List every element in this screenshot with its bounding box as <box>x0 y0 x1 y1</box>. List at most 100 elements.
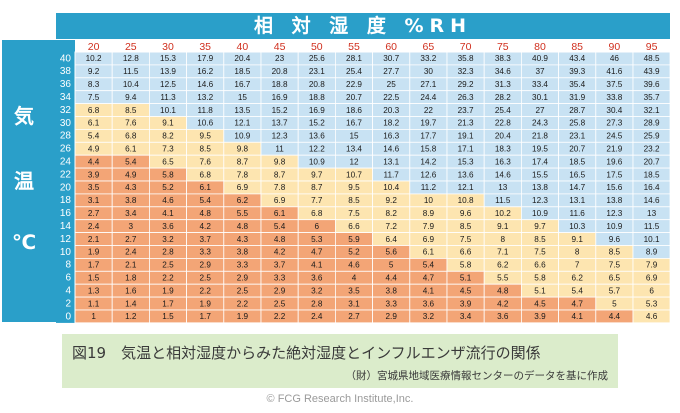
cell-value: 8.3 <box>88 80 100 89</box>
cell-value: 41.6 <box>606 67 622 76</box>
cell-value: 6.6 <box>348 222 360 231</box>
cell-value: 4.8 <box>497 286 509 295</box>
row-label: 6 <box>65 273 71 284</box>
cell-value: 5.7 <box>609 286 621 295</box>
cell-value: 37.5 <box>606 80 622 89</box>
cell-value: 4.7 <box>423 274 435 283</box>
cell-value: 9.4 <box>125 93 137 102</box>
cell-value: 23.1 <box>309 67 325 76</box>
cell-value: 18.6 <box>346 106 362 115</box>
column-label: 45 <box>274 41 286 53</box>
cell-value: 2.7 <box>88 209 100 218</box>
cell-value: 1.8 <box>125 274 137 283</box>
row-label: 34 <box>60 92 72 103</box>
cell-value: 28.2 <box>495 93 511 102</box>
cell-value: 25.9 <box>644 132 660 141</box>
cell-value: 43.9 <box>644 67 660 76</box>
cell-value: 38.3 <box>495 54 511 63</box>
cell-value: 7.5 <box>348 209 360 218</box>
cell-value: 13.1 <box>569 196 585 205</box>
cell-value: 8.7 <box>237 157 249 166</box>
cell-value: 8.5 <box>609 248 621 257</box>
cell-value: 13.4 <box>346 145 362 154</box>
cell-value: 9.8 <box>274 157 286 166</box>
row-label: 10 <box>60 247 72 258</box>
cell-value: 2.8 <box>311 299 323 308</box>
axis-char-2: 温 <box>14 169 34 193</box>
cell-value: 15.6 <box>606 183 622 192</box>
cell-value: 27.1 <box>420 80 436 89</box>
cell-value: 18.5 <box>569 157 585 166</box>
column-label: 70 <box>460 41 472 53</box>
row-label: 28 <box>60 131 72 142</box>
cell-value: 2.9 <box>237 274 249 283</box>
cell-value: 7.3 <box>162 145 174 154</box>
cell-value: 4.7 <box>311 248 323 257</box>
cell-value: 13 <box>647 209 657 218</box>
cell-value: 1.9 <box>237 312 249 321</box>
column-header-band <box>75 40 671 52</box>
cell-value: 20.3 <box>383 106 399 115</box>
cell-value: 14.2 <box>420 157 436 166</box>
cell-value: 16.9 <box>272 93 288 102</box>
cell-value: 6.9 <box>423 235 435 244</box>
cell-value: 10.4 <box>383 183 399 192</box>
column-label: 55 <box>348 41 360 53</box>
cell-value: 11.5 <box>495 196 511 205</box>
cell-value: 16.3 <box>383 132 399 141</box>
cell-value: 5.2 <box>348 248 360 257</box>
cell-value: 3 <box>129 222 134 231</box>
cell-value: 11.3 <box>160 93 176 102</box>
cell-value: 5 <box>612 299 617 308</box>
cell-value: 28.7 <box>569 106 585 115</box>
cell-value: 10.3 <box>569 222 585 231</box>
column-label: 85 <box>571 41 583 53</box>
cell-value: 25 <box>387 80 397 89</box>
cell-value: 3.6 <box>311 274 323 283</box>
cell-value: 24.5 <box>606 132 622 141</box>
cell-value: 4.8 <box>237 222 249 231</box>
cell-value: 5.4 <box>88 132 100 141</box>
cell-value: 33.4 <box>532 80 548 89</box>
cell-value: 32.3 <box>458 67 474 76</box>
column-label: 40 <box>237 41 249 53</box>
cell-value: 15.3 <box>458 157 474 166</box>
cell-value: 6.8 <box>125 132 137 141</box>
cell-value: 19.7 <box>420 119 436 128</box>
cell-value: 3.2 <box>423 312 435 321</box>
cell-value: 15.5 <box>532 170 548 179</box>
cell-value: 9.6 <box>460 209 472 218</box>
column-label: 50 <box>311 41 323 53</box>
cell-value: 2.2 <box>237 299 249 308</box>
cell-value: 18.8 <box>309 93 325 102</box>
cell-value: 8.9 <box>423 209 435 218</box>
cell-value: 4.5 <box>460 286 472 295</box>
cell-value: 6.1 <box>200 183 212 192</box>
cell-value: 3.6 <box>162 222 174 231</box>
cell-value: 14.6 <box>383 145 399 154</box>
cell-value: 15.8 <box>420 145 436 154</box>
cell-value: 26.3 <box>458 93 474 102</box>
cell-value: 5 <box>389 261 394 270</box>
cell-value: 10.1 <box>644 235 660 244</box>
cell-value: 2.2 <box>200 286 212 295</box>
cell-value: 16.4 <box>644 183 660 192</box>
cell-value: 10 <box>424 196 434 205</box>
cell-value: 2.2 <box>274 312 286 321</box>
cell-value: 4.2 <box>497 299 509 308</box>
cell-value: 8.7 <box>274 170 286 179</box>
cell-value: 18.8 <box>272 80 288 89</box>
cell-value: 7.8 <box>237 170 249 179</box>
cell-value: 2.9 <box>200 261 212 270</box>
cell-value: 8.5 <box>348 196 360 205</box>
cell-value: 14.6 <box>644 196 660 205</box>
cell-value: 20.7 <box>569 145 585 154</box>
cell-value: 16.3 <box>495 157 511 166</box>
cell-value: 3.4 <box>125 209 137 218</box>
cell-value: 4.1 <box>423 286 435 295</box>
cell-value: 5.9 <box>348 235 360 244</box>
cell-value: 22.5 <box>383 93 399 102</box>
cell-value: 1.1 <box>88 299 100 308</box>
cell-value: 8 <box>501 235 506 244</box>
cell-value: 29.2 <box>458 80 474 89</box>
